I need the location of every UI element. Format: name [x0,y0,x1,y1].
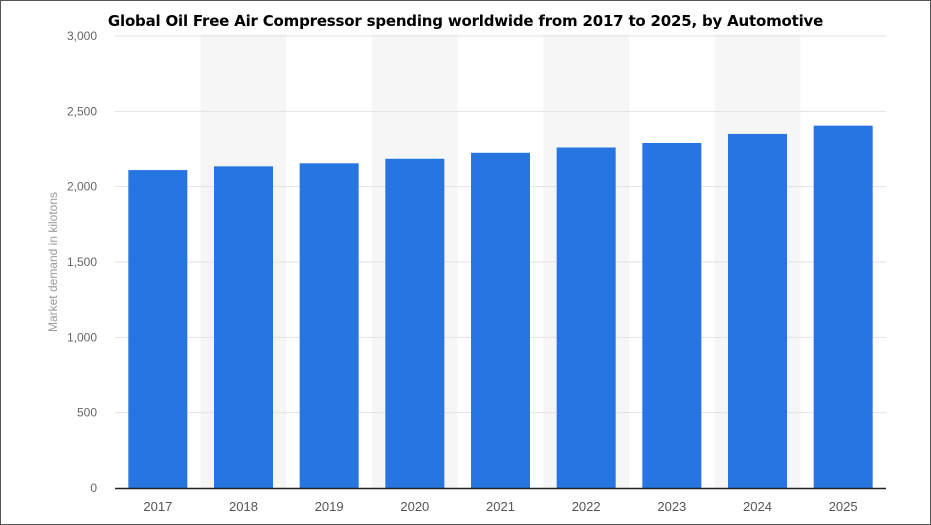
x-tick-label: 2020 [400,499,429,514]
y-tick-label: 3,000 [67,29,97,43]
bar-2020 [385,158,445,488]
x-tick-label: 2023 [657,499,686,514]
x-tick-label: 2021 [486,499,515,514]
x-tick-label: 2019 [315,499,344,514]
x-tick-label: 2024 [743,499,772,514]
bars [128,125,873,489]
x-axis-ticks: 2017 2018 2019 2020 2021 2022 2023 2024 2025 [143,499,857,514]
bar-2025 [813,125,873,488]
x-tick-label: 2025 [829,499,858,514]
x-tick-label: 2022 [572,499,601,514]
y-tick-label: 500 [77,406,97,420]
y-tick-label: 1,000 [67,330,97,344]
bar-2024 [728,133,787,488]
y-tick-label: 2,500 [67,104,97,118]
bar-2021 [471,152,530,488]
bar-2023 [642,142,702,488]
bar-2018 [214,166,273,488]
y-tick-label: 2,000 [67,180,97,194]
chart-title: Global Oil Free Air Compressor spending … [107,12,824,30]
bar-2022 [556,147,616,488]
y-tick-label: 0 [90,481,97,495]
bar-2017 [128,170,188,489]
y-tick-label: 1,500 [67,255,97,269]
x-tick-label: 2018 [229,499,258,514]
y-axis-ticks: 0 500 1,000 1,500 2,000 2,500 3,000 [67,29,97,495]
bar-2019 [299,163,359,488]
x-tick-label: 2017 [143,499,172,514]
